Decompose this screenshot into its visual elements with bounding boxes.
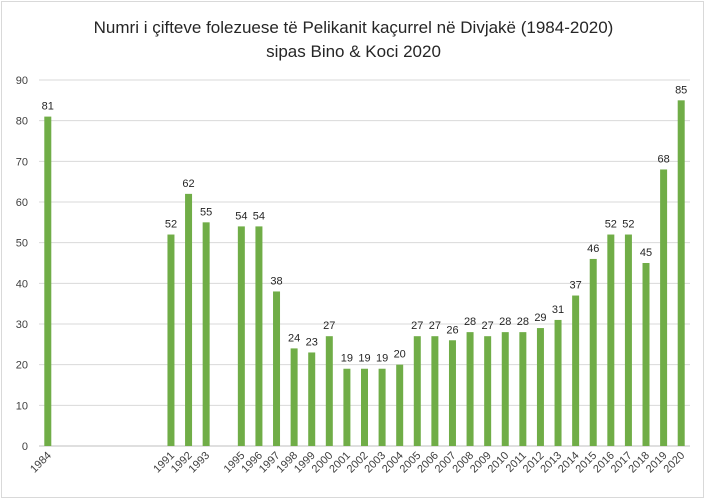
bar-2014: [572, 295, 580, 446]
data-label-2013: 31: [552, 304, 564, 316]
bar-1997: [273, 291, 281, 446]
data-label-2009: 27: [482, 320, 494, 332]
data-label-2015: 46: [587, 243, 599, 255]
y-tick-label: 20: [16, 360, 28, 372]
y-tick-label: 80: [16, 116, 28, 128]
bar-2001: [343, 368, 351, 446]
data-label-1997: 38: [270, 275, 282, 287]
bar-2012: [536, 328, 544, 446]
bar-2007: [448, 340, 456, 446]
bar-1984: [44, 116, 52, 446]
bar-2020: [677, 100, 685, 446]
data-label-2019: 68: [657, 153, 669, 165]
chart-title: Numri i çifteve folezuese të Pelikanit k…: [93, 18, 614, 37]
y-tick-label: 90: [16, 75, 28, 87]
x-tick-label-1984: 1984: [28, 450, 54, 476]
bar-1995: [237, 226, 245, 446]
bar-1992: [185, 193, 193, 446]
y-tick-label: 70: [16, 156, 28, 168]
data-labels: 81 52 62 55 54 54 38 24 23 27 19 19 19 20 27 27 26 28 27 28…: [42, 84, 688, 364]
data-label-1999: 23: [306, 336, 318, 348]
bar-1991: [167, 234, 175, 446]
bar-2006: [431, 336, 439, 446]
data-label-2008: 28: [464, 316, 476, 328]
bar-2002: [361, 368, 368, 446]
data-label-1992: 62: [182, 178, 194, 190]
y-axis-ticks: 0 10 20 30 40 50 60 70 80 90: [16, 75, 28, 453]
data-label-1998: 24: [288, 332, 300, 344]
data-label-2014: 37: [570, 280, 582, 292]
data-label-2000: 27: [323, 320, 335, 332]
bar-2000: [325, 336, 333, 446]
bar-2004: [396, 364, 404, 446]
chart-subtitle: sipas Bino & Koci 2020: [266, 42, 441, 61]
data-label-2016: 52: [605, 219, 617, 231]
bar-2018: [642, 263, 650, 446]
bar-2009: [484, 336, 492, 446]
data-label-1993: 55: [200, 206, 212, 218]
data-label-2020: 85: [675, 84, 687, 96]
bar-2017: [624, 234, 632, 446]
data-label-1991: 52: [165, 219, 177, 231]
y-tick-label: 30: [16, 319, 28, 331]
bar-2003: [378, 368, 386, 446]
data-label-1984: 81: [42, 101, 54, 113]
data-label-2003: 19: [376, 353, 388, 365]
y-tick-label: 40: [16, 278, 28, 290]
bar-2016: [607, 234, 615, 446]
y-tick-label: 60: [16, 197, 28, 209]
bar-2013: [554, 319, 562, 446]
bar-2005: [413, 336, 421, 446]
x-tick-label-2020: 2020: [662, 450, 688, 476]
y-tick-label: 50: [16, 238, 28, 250]
data-label-1995: 54: [235, 210, 247, 222]
data-label-2002: 19: [358, 353, 370, 365]
bar-2008: [466, 332, 474, 446]
data-label-1996: 54: [253, 210, 265, 222]
data-label-2001: 19: [341, 353, 353, 365]
data-label-2011: 28: [517, 316, 529, 328]
bar-2019: [660, 169, 668, 446]
data-label-2006: 27: [429, 320, 441, 332]
bar-1998: [290, 348, 298, 446]
data-label-2012: 29: [534, 312, 546, 324]
data-label-2018: 45: [640, 247, 652, 259]
data-label-2005: 27: [411, 320, 423, 332]
bar-1999: [308, 352, 316, 446]
data-label-2004: 20: [394, 349, 406, 361]
gridlines: [39, 79, 690, 447]
y-tick-label: 10: [16, 400, 28, 412]
bar-2010: [501, 332, 509, 446]
x-tick-label-1993: 1993: [186, 450, 212, 476]
y-tick-label: 0: [22, 441, 28, 453]
data-label-2017: 52: [622, 219, 634, 231]
chart-title-block: Numri i çifteve folezuese të Pelikanit k…: [0, 16, 707, 64]
bar-2015: [589, 258, 597, 446]
bar-2011: [519, 332, 527, 446]
data-label-2010: 28: [499, 316, 511, 328]
data-label-2007: 26: [446, 324, 458, 336]
bar-1993: [202, 222, 210, 446]
bar-1996: [255, 226, 263, 446]
bars: [44, 100, 685, 446]
